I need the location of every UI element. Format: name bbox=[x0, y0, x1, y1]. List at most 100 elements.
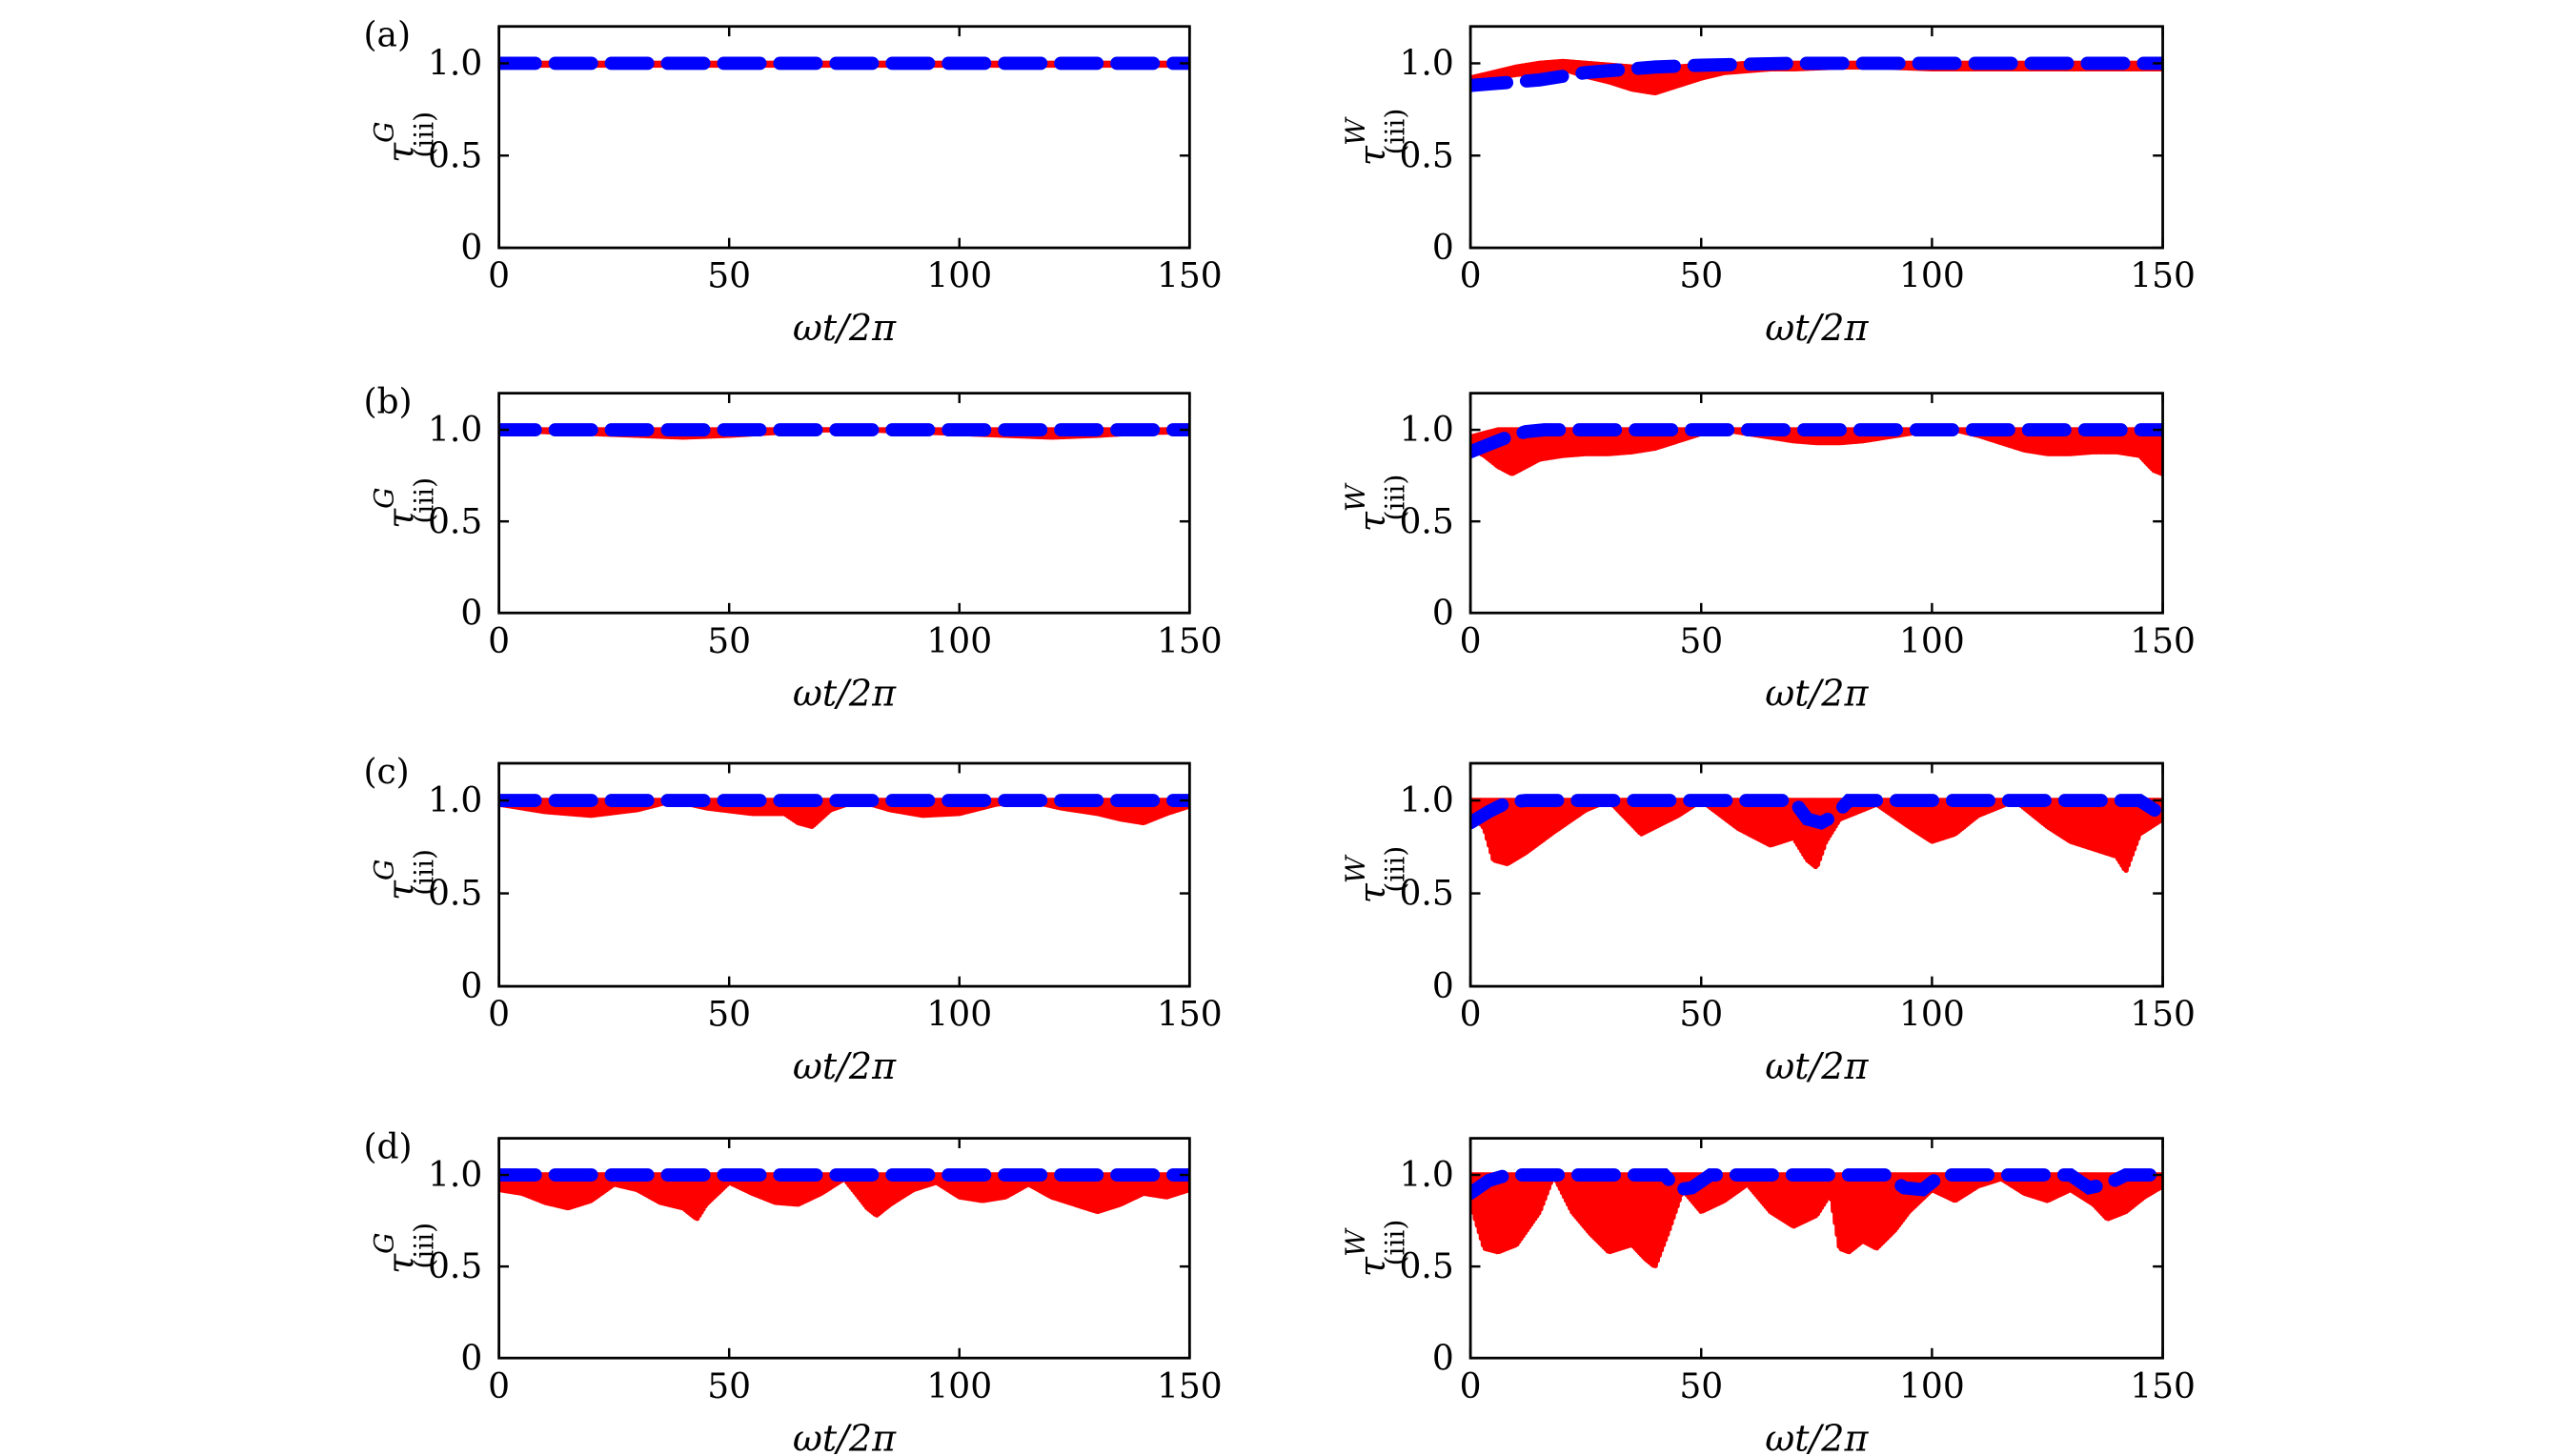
plot-area bbox=[1470, 1168, 2163, 1268]
y-tick-label: 1.0 bbox=[1399, 1156, 1453, 1195]
axes-frame bbox=[1468, 392, 2164, 615]
series-blue-fidelity bbox=[1470, 794, 2163, 830]
plot-area bbox=[498, 1168, 1190, 1222]
y-tick-label: 1.0 bbox=[1399, 45, 1453, 84]
x-tick-label: 100 bbox=[1899, 257, 1965, 296]
y-tick-label: 1.0 bbox=[428, 1156, 482, 1195]
x-axis-label: ωt/2π bbox=[793, 1417, 897, 1456]
x-tick-label: 150 bbox=[2130, 996, 2196, 1035]
x-tick-label: 100 bbox=[926, 622, 992, 661]
x-tick-label: 150 bbox=[1157, 622, 1223, 661]
axes-frame bbox=[1468, 761, 2164, 988]
x-tick-label: 100 bbox=[926, 1367, 992, 1406]
chart-panel-b-right: 0 50 100 150 0 0.5 1.0 ωt/2π τW (iii) bbox=[1340, 392, 2196, 714]
y-tick-label: 0 bbox=[460, 1339, 482, 1378]
x-tick-label: 100 bbox=[1899, 996, 1965, 1035]
axes-frame bbox=[1468, 25, 2164, 250]
series-blue-fidelity bbox=[1470, 56, 2163, 92]
x-tick-label: 50 bbox=[1679, 622, 1723, 661]
y-tick-label: 1.0 bbox=[428, 45, 482, 84]
panel-label: (d) bbox=[363, 1127, 412, 1166]
plot-area bbox=[1470, 56, 2163, 96]
plot-area bbox=[498, 56, 1190, 71]
x-tick-label: 100 bbox=[926, 996, 992, 1035]
y-tick-label: 1.0 bbox=[1399, 781, 1453, 820]
y-tick-label: 0.5 bbox=[428, 875, 482, 914]
y-axis-label: τW (iii) bbox=[1340, 846, 1411, 903]
x-tick-label: 150 bbox=[2130, 622, 2196, 661]
y-axis-label: τG (iii) bbox=[369, 849, 440, 900]
y-tick-label: 1.0 bbox=[428, 781, 482, 820]
series-red-fidelity bbox=[1470, 1172, 2163, 1268]
x-tick-label: 0 bbox=[488, 996, 510, 1035]
x-tick-label: 0 bbox=[1460, 622, 1482, 661]
x-axis-label: ωt/2π bbox=[793, 1045, 897, 1087]
x-tick-label: 50 bbox=[707, 1367, 751, 1406]
x-tick-label: 150 bbox=[1157, 1367, 1223, 1406]
y-axis-label: τG (iii) bbox=[369, 477, 440, 529]
y-axis-label: τG (iii) bbox=[369, 111, 440, 163]
panel-label: (b) bbox=[363, 382, 412, 421]
y-axis-label: τG (iii) bbox=[369, 1223, 440, 1274]
y-tick-label: 0.5 bbox=[1399, 875, 1453, 914]
y-axis-label: τW (iii) bbox=[1340, 1220, 1411, 1277]
x-tick-label: 50 bbox=[1679, 1367, 1723, 1406]
x-tick-label: 100 bbox=[1899, 1367, 1965, 1406]
y-axis-label: τW (iii) bbox=[1340, 109, 1411, 166]
x-axis-label: ωt/2π bbox=[793, 672, 897, 714]
x-tick-label: 50 bbox=[1679, 257, 1723, 296]
x-tick-label: 150 bbox=[2130, 257, 2196, 296]
chart-panel-b-left: 0 50 100 150 0 0.5 1.0 ωt/2π τG (iii) (b) bbox=[363, 382, 1222, 714]
x-axis-label: ωt/2π bbox=[1765, 1045, 1869, 1087]
x-tick-label: 0 bbox=[1460, 257, 1482, 296]
chart-panel-a-left: 0 50 100 150 0 0.5 1.0 ωt/2π τG (iii) (a) bbox=[363, 16, 1222, 350]
x-tick-label: 0 bbox=[488, 1367, 510, 1406]
y-tick-label: 0.5 bbox=[428, 1247, 482, 1286]
chart-panel-d-right: 0 50 100 150 0 0.5 1.0 ωt/2π τW (iii) bbox=[1340, 1137, 2196, 1456]
x-tick-label: 100 bbox=[926, 257, 992, 296]
x-tick-label: 150 bbox=[1157, 257, 1223, 296]
series-blue-fidelity bbox=[1470, 1168, 2163, 1201]
y-tick-label: 0.5 bbox=[1399, 1247, 1453, 1286]
plot-area bbox=[1470, 794, 2163, 873]
x-tick-label: 50 bbox=[1679, 996, 1723, 1035]
y-tick-label: 0 bbox=[460, 594, 482, 633]
y-tick-label: 0 bbox=[460, 967, 482, 1006]
y-tick-label: 1.0 bbox=[428, 411, 482, 450]
x-axis-label: ωt/2π bbox=[1765, 307, 1869, 349]
y-tick-label: 0.5 bbox=[428, 502, 482, 541]
x-tick-label: 0 bbox=[1460, 996, 1482, 1035]
axes-frame bbox=[497, 25, 1191, 250]
x-axis-label: ωt/2π bbox=[793, 307, 897, 349]
x-tick-label: 0 bbox=[488, 622, 510, 661]
x-tick-label: 50 bbox=[707, 622, 751, 661]
x-axis-label: ωt/2π bbox=[1765, 1417, 1869, 1456]
x-tick-label: 100 bbox=[1899, 622, 1965, 661]
series-blue-fidelity bbox=[1470, 423, 2163, 459]
y-tick-label: 0 bbox=[460, 229, 482, 268]
axes-frame bbox=[497, 1137, 1191, 1360]
y-axis-label: τW (iii) bbox=[1340, 475, 1411, 532]
x-tick-label: 0 bbox=[488, 257, 510, 296]
plot-area bbox=[1470, 423, 2163, 476]
plot-area bbox=[498, 423, 1190, 440]
y-tick-label: 0 bbox=[1432, 594, 1454, 633]
y-tick-label: 1.0 bbox=[1399, 411, 1453, 450]
axes-frame bbox=[497, 392, 1191, 615]
y-tick-label: 0 bbox=[1432, 1339, 1454, 1378]
plot-area bbox=[498, 794, 1190, 830]
panel-label: (c) bbox=[363, 753, 409, 792]
series-red-fidelity bbox=[1470, 798, 2163, 873]
x-tick-label: 50 bbox=[707, 257, 751, 296]
chart-panel-c-right: 0 50 100 150 0 0.5 1.0 ωt/2π τW (iii) bbox=[1340, 761, 2196, 1087]
chart-panel-a-right: 0 50 100 150 0 0.5 1.0 ωt/2π τW (iii) bbox=[1340, 25, 2196, 349]
chart-panel-d-left: 0 50 100 150 0 0.5 1.0 ωt/2π τG (iii) (d) bbox=[363, 1127, 1222, 1456]
y-tick-label: 0.5 bbox=[1399, 136, 1453, 175]
chart-panel-c-left: 0 50 100 150 0 0.5 1.0 ωt/2π τG (iii) (c) bbox=[363, 753, 1222, 1087]
y-tick-label: 0 bbox=[1432, 229, 1454, 268]
panel-label: (a) bbox=[363, 16, 411, 55]
x-tick-label: 150 bbox=[1157, 996, 1223, 1035]
y-tick-label: 0.5 bbox=[428, 136, 482, 175]
x-tick-label: 50 bbox=[707, 996, 751, 1035]
